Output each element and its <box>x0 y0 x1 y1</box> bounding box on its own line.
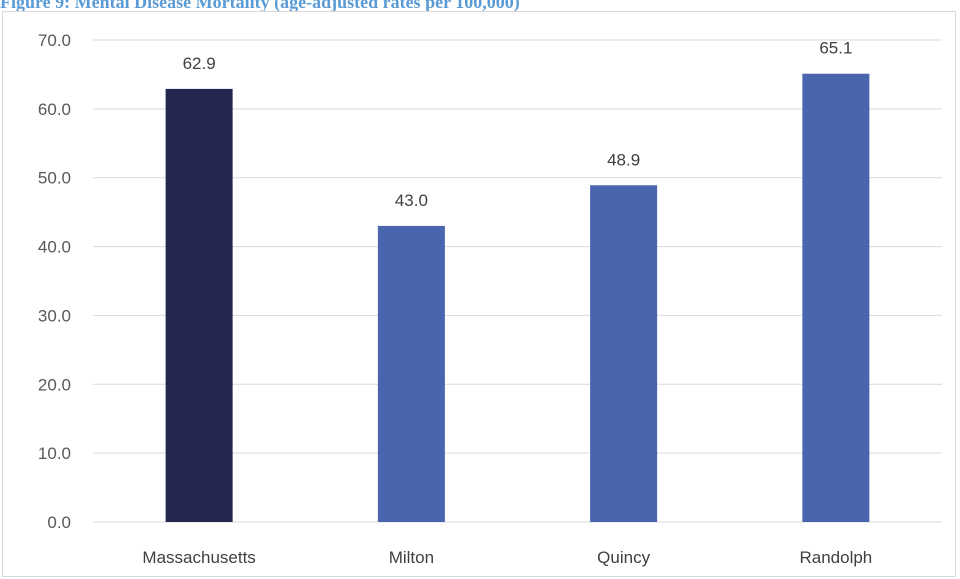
y-tick-label: 10.0 <box>38 444 71 463</box>
y-tick-label: 40.0 <box>38 238 71 257</box>
data-label: 65.1 <box>819 39 852 58</box>
x-tick-label: Randolph <box>799 548 872 567</box>
data-label: 62.9 <box>183 54 216 73</box>
y-tick-label: 20.0 <box>38 375 71 394</box>
data-label: 43.0 <box>395 191 428 210</box>
bar-massachusetts <box>165 88 233 522</box>
y-tick-label: 30.0 <box>38 306 71 325</box>
figure-title: Figure 9: Mental Disease Mortality (age-… <box>0 0 520 12</box>
x-tick-label: Quincy <box>597 548 650 567</box>
y-tick-label: 0.0 <box>47 513 71 532</box>
y-tick-label: 70.0 <box>38 31 71 50</box>
x-tick-label: Massachusetts <box>142 548 255 567</box>
y-tick-label: 50.0 <box>38 169 71 188</box>
y-tick-label: 60.0 <box>38 100 71 119</box>
bar-milton <box>377 225 445 522</box>
data-label: 48.9 <box>607 150 640 169</box>
bar-randolph <box>802 73 870 523</box>
chart-frame <box>2 11 956 577</box>
bar-quincy <box>590 185 658 522</box>
x-tick-label: Milton <box>389 548 434 567</box>
